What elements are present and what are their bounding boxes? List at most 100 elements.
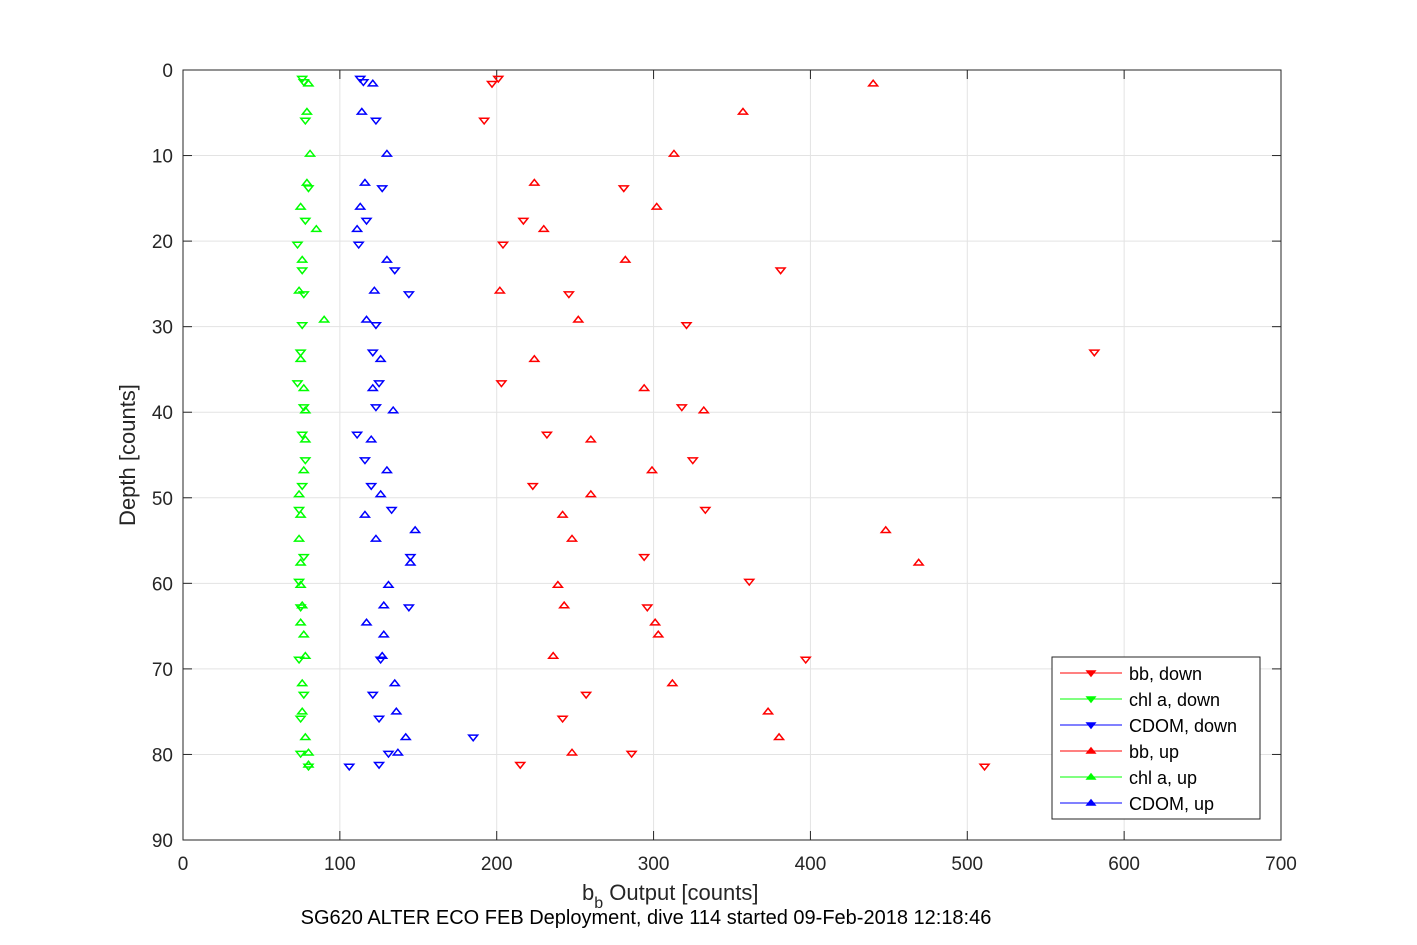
- data-point: [354, 202, 367, 210]
- data-point: [680, 321, 693, 330]
- legend-box: [1051, 656, 1261, 820]
- data-point: [514, 761, 527, 770]
- data-point: [365, 434, 378, 443]
- data-point: [294, 558, 307, 566]
- data-point: [978, 763, 991, 772]
- data-point: [299, 117, 312, 126]
- data-point: [879, 525, 892, 534]
- data-point: [297, 465, 310, 474]
- data-point: [404, 553, 417, 562]
- data-point: [296, 431, 309, 440]
- data-point: [355, 107, 368, 115]
- legend-label: chl a, up: [1129, 768, 1197, 788]
- legend-marker: [1085, 772, 1097, 780]
- data-point: [294, 349, 307, 357]
- data-point: [762, 707, 775, 715]
- data-point: [736, 107, 750, 115]
- data-point: [297, 691, 310, 700]
- data-point: [380, 255, 393, 263]
- data-point: [299, 434, 312, 443]
- series-2: [343, 75, 480, 772]
- data-point: [493, 286, 506, 294]
- data-point: [291, 241, 304, 250]
- data-point: [296, 321, 309, 330]
- data-point: [302, 760, 315, 768]
- legend-marker: [1085, 722, 1097, 730]
- data-point: [912, 558, 925, 566]
- data-point: [366, 349, 379, 357]
- data-point: [526, 482, 539, 491]
- data-point: [387, 405, 400, 414]
- data-point: [686, 457, 699, 465]
- data-point: [547, 651, 560, 660]
- data-point: [404, 558, 417, 566]
- data-point: [638, 383, 651, 392]
- data-point: [299, 405, 312, 414]
- data-point: [360, 217, 373, 226]
- y-tick-label: 40: [152, 403, 173, 424]
- x-tick-label: 600: [1108, 854, 1140, 875]
- data-point: [294, 750, 307, 759]
- data-point: [358, 510, 372, 518]
- y-tick-label: 70: [152, 660, 173, 681]
- data-point: [297, 383, 310, 392]
- series-0: [478, 75, 1101, 772]
- data-point: [358, 178, 372, 186]
- x-tick-label: 100: [324, 854, 356, 875]
- data-point: [528, 178, 541, 186]
- legend-entry: CDOM, up: [1060, 794, 1214, 814]
- data-point: [352, 241, 365, 250]
- data-point: [294, 510, 307, 518]
- axis-ticks: 0 100 200 300 400 500 600 700 0 10 20 30 40 50 60 70 80 9…: [152, 61, 1297, 875]
- data-point: [343, 763, 356, 772]
- data-point: [297, 291, 310, 299]
- data-point: [293, 489, 306, 498]
- data-point: [294, 715, 307, 724]
- legend-marker: [1085, 746, 1097, 754]
- data-point: [369, 534, 382, 542]
- x-tick-label: 0: [178, 854, 189, 875]
- x-axis-label-rest: Output [counts]: [603, 880, 758, 905]
- y-tick-label: 20: [152, 232, 173, 253]
- data-point: [296, 600, 309, 609]
- data-point: [666, 678, 679, 687]
- data-point: [584, 489, 597, 498]
- data-point: [478, 117, 491, 126]
- data-point: [294, 580, 307, 589]
- x-tick-label: 500: [951, 854, 983, 875]
- data-point: [774, 267, 787, 275]
- data-point: [291, 380, 304, 388]
- data-point: [369, 117, 382, 126]
- y-tick-label: 50: [152, 489, 173, 510]
- legend-entry: CDOM, down: [1060, 716, 1237, 736]
- data-point: [675, 404, 688, 412]
- data-point: [300, 107, 313, 115]
- data-point: [625, 750, 638, 759]
- data-point: [369, 321, 382, 330]
- data-point: [390, 707, 403, 715]
- data-point: [652, 630, 665, 638]
- y-tick-label: 10: [152, 147, 173, 168]
- legend: bb, down chl a, down CDOM, down bb, up chl a…: [1051, 656, 1261, 820]
- data-point: [293, 656, 306, 665]
- data-point: [296, 482, 309, 491]
- data-point: [360, 315, 373, 323]
- series-5: [351, 79, 422, 756]
- data-point: [374, 354, 387, 363]
- data-point: [388, 678, 401, 687]
- data-point: [300, 178, 313, 186]
- data-point: [584, 434, 597, 443]
- chart-subtitle: SG620 ALTER ECO FEB Deployment, dive 114…: [301, 907, 992, 929]
- data-point: [619, 255, 632, 263]
- data-point: [351, 431, 364, 440]
- data-point: [551, 580, 564, 589]
- data-point: [357, 79, 370, 87]
- data-point: [380, 149, 393, 157]
- y-tick-label: 0: [162, 61, 173, 82]
- y-tick-label: 30: [152, 318, 173, 339]
- legend-marker: [1085, 798, 1097, 806]
- data-point: [399, 732, 412, 741]
- data-point: [374, 656, 387, 665]
- data-point: [351, 224, 364, 233]
